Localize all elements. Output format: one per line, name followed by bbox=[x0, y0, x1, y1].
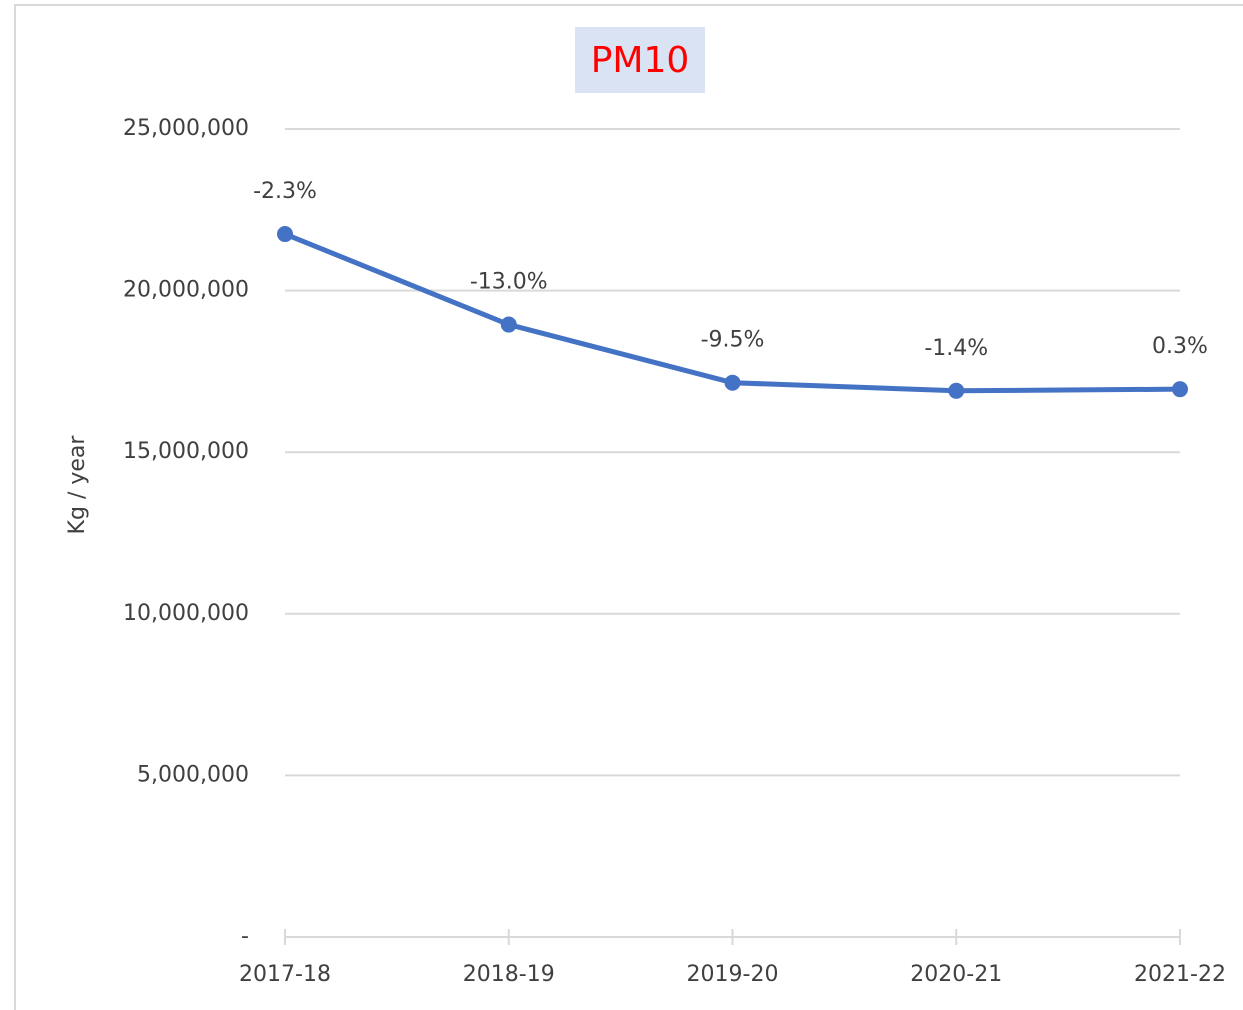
series-line bbox=[284, 231, 1181, 394]
chart-frame bbox=[14, 4, 1243, 1010]
point bbox=[500, 316, 517, 333]
x-tick-label: 2019-20 bbox=[687, 962, 779, 987]
point bbox=[277, 226, 293, 243]
point bbox=[948, 382, 965, 399]
point-label: 0.3% bbox=[1152, 334, 1208, 359]
x-tick-label: 2018-19 bbox=[463, 962, 555, 987]
x-tick-label: 2021-22 bbox=[1134, 962, 1226, 987]
y-axis-label: Kg / year bbox=[65, 435, 90, 535]
y-tick-label: 15,000,000 bbox=[123, 439, 249, 464]
x-tick-label: 2020-21 bbox=[910, 962, 1002, 987]
point bbox=[1172, 381, 1188, 398]
point-label: -1.4% bbox=[924, 336, 988, 361]
point-label: -13.0% bbox=[470, 270, 548, 295]
y-tick-label: 5,000,000 bbox=[137, 762, 249, 787]
y-tick-label: 25,000,000 bbox=[123, 116, 249, 141]
point bbox=[724, 374, 741, 391]
x-tick-label: 2017-18 bbox=[239, 962, 331, 987]
title-box bbox=[575, 27, 705, 93]
y-tick-label: 20,000,000 bbox=[123, 278, 249, 303]
point-label: -2.3% bbox=[253, 179, 317, 204]
y-tick-label: 10,000,000 bbox=[123, 601, 249, 626]
chart-title: PM10 bbox=[591, 40, 690, 81]
y-tick-label: - bbox=[241, 924, 249, 949]
point-label: -9.5% bbox=[701, 328, 765, 353]
